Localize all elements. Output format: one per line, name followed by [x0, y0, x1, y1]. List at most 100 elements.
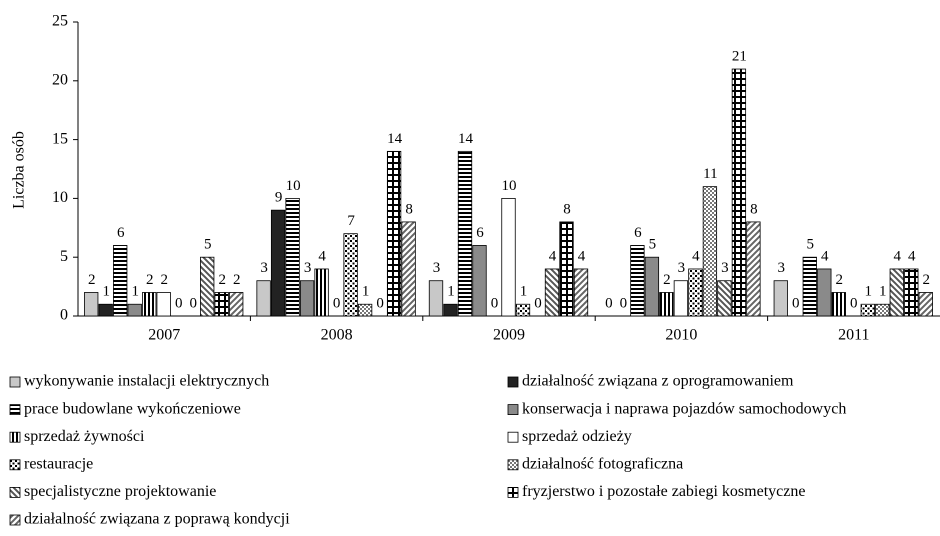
bar	[357, 303, 373, 317]
legend-swatch	[507, 486, 519, 498]
data-label: 4	[821, 248, 829, 264]
legend-swatch	[507, 459, 519, 471]
bar	[84, 292, 99, 317]
bar	[544, 268, 560, 317]
data-label: 4	[578, 248, 586, 264]
data-label: 4	[549, 248, 557, 264]
data-label: 1	[879, 284, 887, 300]
legend-label: specjalistyczne projektowanie	[24, 483, 216, 500]
data-label: 0	[850, 295, 858, 311]
bar	[515, 303, 531, 317]
legend-label: wykonywanie instalacji elektrycznych	[24, 373, 269, 390]
y-tick-label: 25	[52, 13, 68, 30]
data-label: 1	[102, 284, 110, 300]
data-label: 1	[362, 284, 370, 300]
x-tick-label: 2009	[493, 327, 525, 344]
bar	[817, 268, 832, 317]
data-label: 1	[520, 284, 528, 300]
data-label: 2	[923, 272, 931, 288]
data-label: 10	[502, 178, 517, 194]
data-label: 0	[534, 295, 542, 311]
bar	[113, 245, 128, 317]
data-label: 0	[620, 295, 628, 311]
data-label: 10	[286, 178, 301, 194]
data-label: 21	[732, 48, 747, 64]
bar	[659, 292, 674, 317]
bar	[573, 268, 589, 317]
y-tick-label: 0	[60, 307, 68, 324]
legend-swatch	[9, 376, 21, 388]
data-label: 1	[447, 284, 455, 300]
data-label: 2	[146, 272, 154, 288]
data-label: 3	[778, 260, 786, 276]
bar	[127, 303, 142, 317]
y-tick-label: 5	[60, 248, 68, 265]
legend-swatch	[507, 376, 519, 388]
data-label: 1	[131, 284, 139, 300]
legend-label: działalność związana z oprogramowaniem	[522, 373, 794, 390]
data-label: 0	[376, 295, 384, 311]
bar	[200, 256, 215, 317]
legend-swatch	[9, 459, 21, 471]
data-label: 3	[260, 260, 268, 276]
data-label: 3	[433, 260, 441, 276]
bar	[717, 280, 732, 317]
data-label: 0	[792, 295, 800, 311]
data-label: 11	[703, 166, 717, 182]
y-axis-label: Liczba osób	[11, 131, 28, 209]
legend-label: konserwacja i naprawa pojazdów samochodo…	[522, 400, 846, 417]
legend-label: fryzjerstwo i pozostałe zabiegi kosmetyc…	[522, 483, 805, 500]
data-label: 3	[678, 260, 686, 276]
data-label: 8	[563, 201, 571, 217]
bar	[860, 303, 875, 317]
data-label: 6	[117, 225, 125, 241]
bar	[472, 245, 487, 317]
data-label: 14	[458, 131, 474, 147]
data-label: 2	[160, 272, 168, 288]
data-label: 3	[721, 260, 729, 276]
bar	[831, 292, 846, 317]
x-tick-label: 2008	[321, 327, 353, 344]
data-label: 1	[865, 284, 873, 300]
data-label: 0	[333, 295, 341, 311]
bar	[889, 268, 904, 317]
data-label: 4	[894, 248, 902, 264]
data-label: 0	[189, 295, 197, 311]
legend-label: działalność związana z poprawą kondycji	[24, 511, 290, 528]
data-label: 0	[605, 295, 613, 311]
data-label: 2	[233, 272, 241, 288]
data-label: 4	[318, 248, 326, 264]
data-label: 8	[750, 201, 758, 217]
x-tick-label: 2007	[148, 327, 180, 344]
data-label: 5	[807, 237, 815, 253]
bar	[875, 303, 890, 317]
legend-swatch	[507, 431, 519, 443]
bar	[802, 256, 817, 317]
data-label: 5	[204, 237, 212, 253]
bar	[644, 256, 660, 317]
legend-label: sprzedaż odzieży	[522, 428, 632, 445]
data-label: 6	[634, 225, 642, 241]
legend-swatch	[507, 404, 519, 416]
bar	[457, 150, 473, 317]
data-label: 2	[218, 272, 226, 288]
bar	[299, 280, 315, 317]
data-label: 4	[908, 248, 916, 264]
data-label: 5	[649, 237, 657, 253]
bar	[314, 268, 329, 317]
bar	[731, 68, 747, 317]
bar	[918, 292, 933, 317]
legend-swatch	[9, 404, 21, 416]
bar	[386, 150, 402, 317]
data-label: 4	[692, 248, 700, 264]
x-tick-label: 2011	[838, 327, 869, 344]
bar	[256, 280, 271, 317]
bar	[285, 197, 300, 317]
data-label: 0	[175, 295, 183, 311]
y-tick-label: 10	[52, 189, 68, 206]
data-label: 8	[405, 201, 413, 217]
y-tick-label: 15	[52, 130, 68, 147]
bar	[904, 268, 919, 317]
data-label: 14	[387, 131, 403, 147]
bar	[270, 209, 286, 317]
